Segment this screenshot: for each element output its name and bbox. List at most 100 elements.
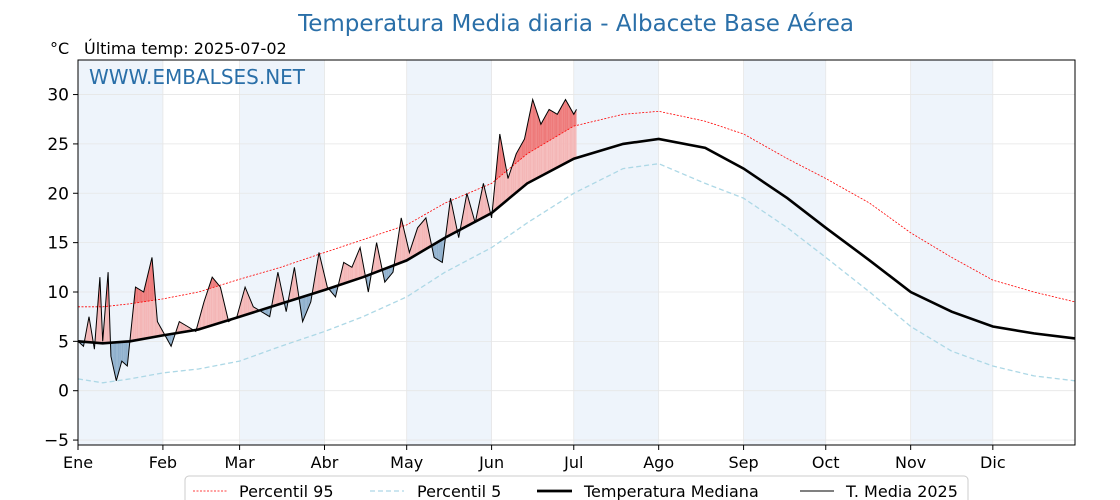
fill-above-p95 xyxy=(147,268,150,302)
fill-above-p95 xyxy=(136,287,139,303)
fill-above-p95 xyxy=(499,134,502,177)
y-axis: 30 25 20 15 10 5 0 −5 xyxy=(44,86,78,451)
fill-above-p95 xyxy=(531,99,533,152)
fill-above-median xyxy=(354,257,357,280)
legend-label-actual: T. Media 2025 xyxy=(845,482,958,500)
fill-below-median xyxy=(119,342,121,371)
fill-above-median xyxy=(423,219,425,251)
fill-above-median xyxy=(277,272,280,305)
fill-above-p95 xyxy=(528,112,530,153)
legend-label-p5: Percentil 5 xyxy=(417,482,501,500)
fill-above-p95 xyxy=(573,111,576,127)
fill-above-median xyxy=(505,163,507,202)
fill-above-median xyxy=(413,236,415,257)
fill-below-median xyxy=(387,267,389,279)
fill-above-p95 xyxy=(527,119,529,154)
fill-above-median xyxy=(220,287,222,323)
fill-above-median xyxy=(242,291,244,316)
fill-above-median xyxy=(419,224,421,254)
fill-above-median xyxy=(154,289,157,337)
watermark: WWW.EMBALSES.NET xyxy=(89,65,306,89)
fill-above-median xyxy=(401,217,403,263)
fill-above-median xyxy=(217,283,220,324)
fill-below-median xyxy=(439,240,441,262)
fill-above-p95 xyxy=(560,106,562,135)
fill-above-p95 xyxy=(572,111,574,127)
fill-above-median xyxy=(324,275,326,291)
fill-above-median xyxy=(417,226,420,254)
fill-above-median xyxy=(246,290,248,315)
fill-above-p95 xyxy=(554,112,556,138)
fill-above-median xyxy=(177,321,180,333)
fill-below-median xyxy=(388,266,391,278)
fill-above-median xyxy=(482,183,484,219)
fill-above-p95 xyxy=(553,111,555,139)
fill-above-median xyxy=(468,198,470,226)
fill-above-median xyxy=(179,321,181,333)
fill-below-median xyxy=(334,286,336,297)
fill-above-median xyxy=(409,248,411,259)
fill-above-median xyxy=(465,193,467,227)
fill-above-median xyxy=(353,260,355,281)
fill-below-median xyxy=(438,240,440,261)
fill-above-median xyxy=(214,280,217,325)
x-tick-label: Dic xyxy=(980,453,1006,472)
fill-above-p95 xyxy=(540,121,543,146)
legend-label-p95: Percentil 95 xyxy=(239,482,334,500)
chart-title: Temperatura Media diaria - Albacete Base… xyxy=(297,11,854,37)
fill-above-median xyxy=(208,285,210,327)
fill-above-median xyxy=(343,262,346,284)
month-shade-band xyxy=(573,60,659,445)
unit-label: °C xyxy=(50,39,69,58)
fill-above-p95 xyxy=(568,104,570,130)
fill-above-median xyxy=(245,287,247,315)
fill-below-median xyxy=(120,341,122,367)
fill-above-median xyxy=(420,222,422,253)
series-lines xyxy=(77,97,1076,384)
fill-above-p95 xyxy=(213,278,215,288)
fill-above-median xyxy=(373,250,376,273)
fill-above-p95 xyxy=(536,111,539,149)
legend-box xyxy=(184,475,969,500)
fill-above-median xyxy=(466,193,469,227)
x-tick-label: Sep xyxy=(729,453,759,472)
last-temp-label: Última temp: 2025-07-02 xyxy=(84,39,287,58)
x-tick-label: Nov xyxy=(895,453,926,472)
fill-above-median xyxy=(182,323,184,333)
fill-above-median xyxy=(425,217,428,250)
fill-below-median xyxy=(266,307,269,316)
x-tick-label: May xyxy=(390,453,423,472)
y-tick-label: 10 xyxy=(47,283,69,303)
fill-above-median xyxy=(357,250,359,280)
fill-above-p95 xyxy=(529,106,532,153)
fill-above-median xyxy=(347,264,350,283)
fill-below-median xyxy=(125,341,128,367)
fill-above-median xyxy=(483,183,485,218)
fill-above-median xyxy=(221,292,224,323)
fill-above-median xyxy=(249,296,251,314)
fill-above-p95 xyxy=(569,106,572,129)
fill-above-p95 xyxy=(565,99,567,132)
fill-below-median xyxy=(265,308,267,316)
fill-below-median xyxy=(169,334,172,347)
fill-above-median xyxy=(183,324,185,333)
fill-above-median xyxy=(416,227,418,255)
fill-above-p95 xyxy=(523,138,525,158)
fill-above-median xyxy=(346,264,348,283)
fill-above-median xyxy=(219,285,221,324)
fill-below-median xyxy=(301,296,303,322)
fill-above-median xyxy=(184,324,187,332)
x-tick-label: Mar xyxy=(225,453,256,472)
fill-above-p95 xyxy=(562,101,565,133)
x-tick-label: Abr xyxy=(311,453,339,472)
fill-above-median xyxy=(487,200,489,216)
fill-above-median xyxy=(450,198,452,235)
fill-below-median xyxy=(306,295,309,312)
fill-below-median xyxy=(117,342,120,376)
fill-above-p95 xyxy=(546,111,548,143)
x-tick-label: Jul xyxy=(563,453,583,472)
month-shade-band xyxy=(78,60,163,445)
fill-below-median xyxy=(440,239,443,263)
fill-above-median xyxy=(350,266,352,282)
